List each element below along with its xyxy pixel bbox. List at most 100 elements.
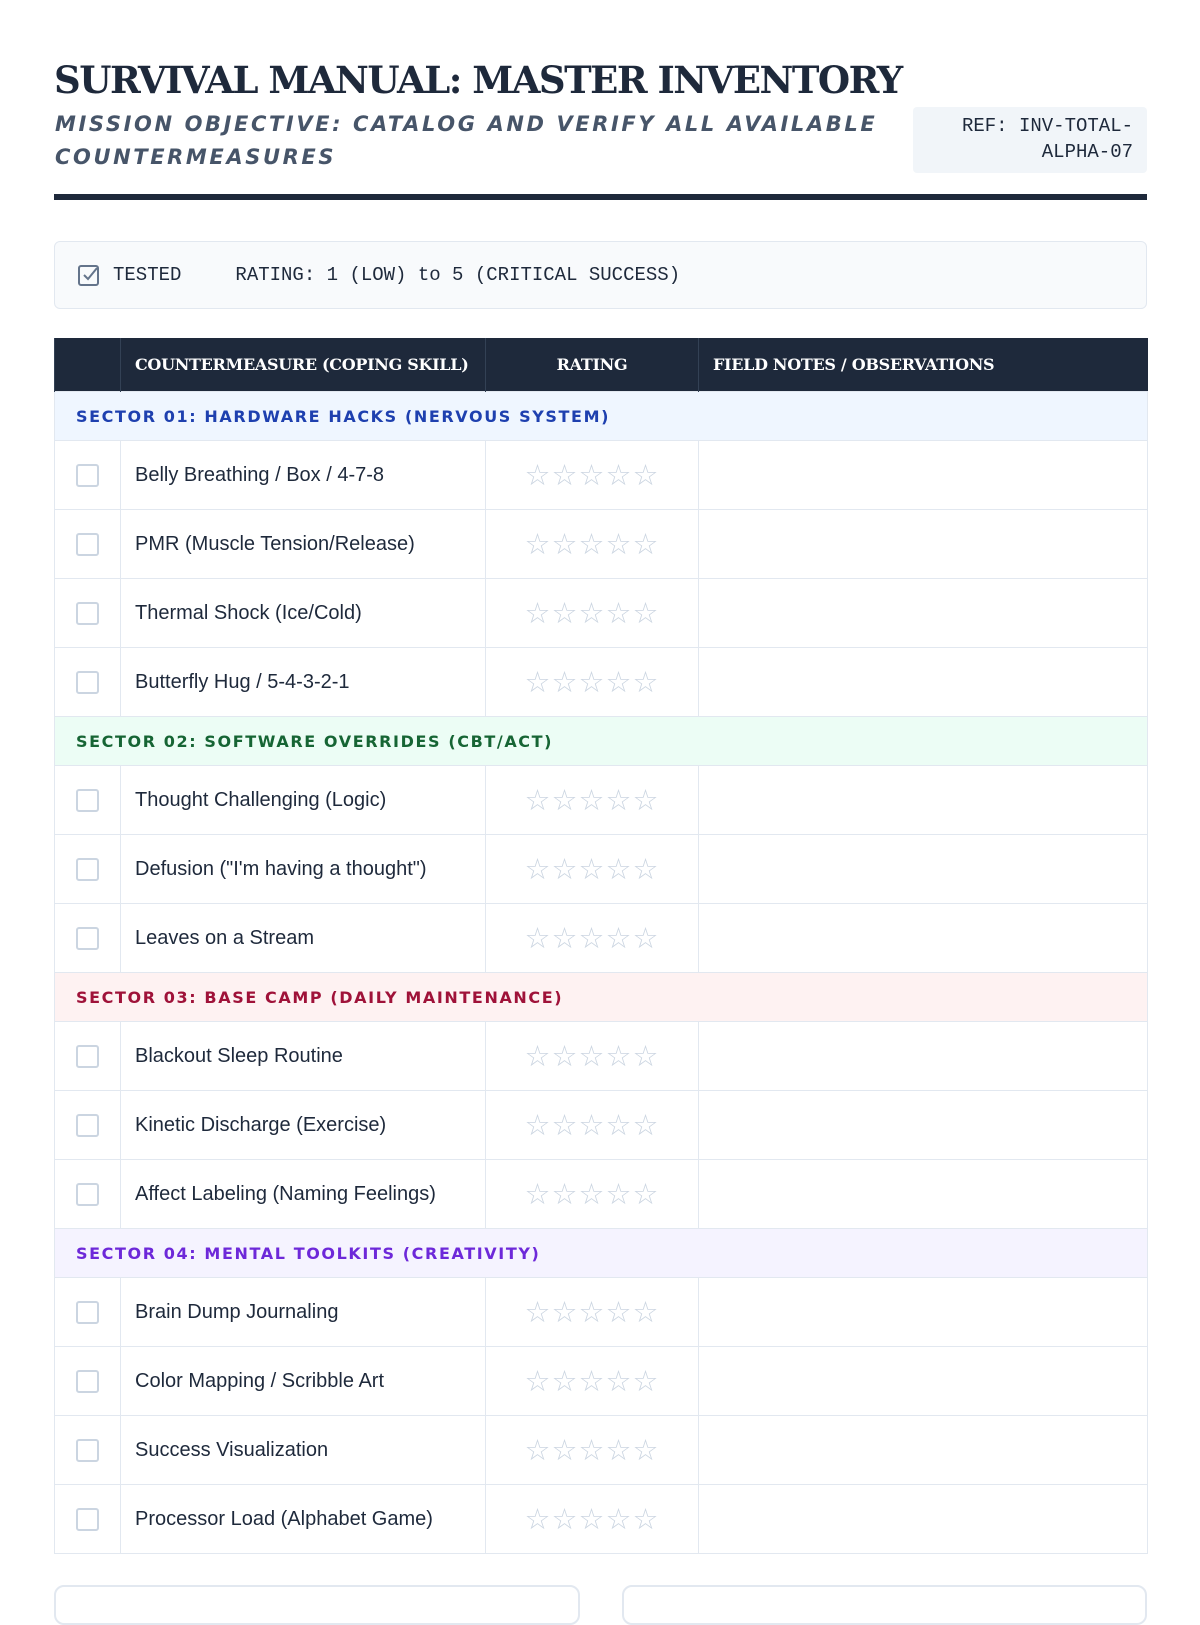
star-icon[interactable]: ☆	[605, 1177, 633, 1211]
star-icon[interactable]: ☆	[605, 1433, 633, 1467]
star-icon[interactable]: ☆	[578, 1433, 606, 1467]
star-icon[interactable]: ☆	[524, 1502, 552, 1536]
rating-stars[interactable]: ☆☆☆☆☆	[485, 1090, 699, 1160]
tested-checkbox[interactable]	[76, 601, 99, 625]
star-icon[interactable]: ☆	[524, 458, 552, 492]
star-icon[interactable]: ☆	[605, 1364, 633, 1398]
star-icon[interactable]: ☆	[524, 665, 552, 699]
star-icon[interactable]: ☆	[605, 1039, 633, 1073]
field-notes-cell[interactable]	[698, 440, 1148, 510]
star-icon[interactable]: ☆	[632, 527, 660, 561]
field-notes-cell[interactable]	[698, 1415, 1148, 1485]
star-icon[interactable]: ☆	[578, 921, 606, 955]
star-icon[interactable]: ☆	[578, 665, 606, 699]
star-icon[interactable]: ☆	[632, 1177, 660, 1211]
star-icon[interactable]: ☆	[578, 1364, 606, 1398]
rating-stars[interactable]: ☆☆☆☆☆	[485, 765, 699, 835]
field-notes-cell[interactable]	[698, 834, 1148, 904]
star-icon[interactable]: ☆	[632, 783, 660, 817]
star-icon[interactable]: ☆	[551, 1364, 579, 1398]
star-icon[interactable]: ☆	[578, 852, 606, 886]
star-icon[interactable]: ☆	[578, 1502, 606, 1536]
star-icon[interactable]: ☆	[524, 1177, 552, 1211]
tested-checkbox[interactable]	[76, 1369, 99, 1393]
rating-stars[interactable]: ☆☆☆☆☆	[485, 1415, 699, 1485]
star-icon[interactable]: ☆	[524, 783, 552, 817]
star-icon[interactable]: ☆	[551, 1433, 579, 1467]
tested-checkbox[interactable]	[76, 1438, 99, 1462]
star-icon[interactable]: ☆	[632, 921, 660, 955]
field-notes-cell[interactable]	[698, 647, 1148, 717]
star-icon[interactable]: ☆	[524, 1364, 552, 1398]
star-icon[interactable]: ☆	[632, 852, 660, 886]
rating-stars[interactable]: ☆☆☆☆☆	[485, 1484, 699, 1554]
field-notes-cell[interactable]	[698, 765, 1148, 835]
tested-checkbox[interactable]	[76, 926, 99, 950]
star-icon[interactable]: ☆	[578, 783, 606, 817]
rating-stars[interactable]: ☆☆☆☆☆	[485, 903, 699, 973]
star-icon[interactable]: ☆	[551, 1177, 579, 1211]
field-notes-cell[interactable]	[698, 1159, 1148, 1229]
star-icon[interactable]: ☆	[632, 1502, 660, 1536]
star-icon[interactable]: ☆	[632, 665, 660, 699]
star-icon[interactable]: ☆	[551, 1039, 579, 1073]
star-icon[interactable]: ☆	[632, 458, 660, 492]
tested-checkbox[interactable]	[76, 1507, 99, 1531]
rating-stars[interactable]: ☆☆☆☆☆	[485, 440, 699, 510]
rating-stars[interactable]: ☆☆☆☆☆	[485, 509, 699, 579]
rating-stars[interactable]: ☆☆☆☆☆	[485, 1346, 699, 1416]
rating-stars[interactable]: ☆☆☆☆☆	[485, 834, 699, 904]
star-icon[interactable]: ☆	[578, 1177, 606, 1211]
star-icon[interactable]: ☆	[524, 1433, 552, 1467]
star-icon[interactable]: ☆	[632, 1364, 660, 1398]
rating-stars[interactable]: ☆☆☆☆☆	[485, 578, 699, 648]
field-notes-cell[interactable]	[698, 1090, 1148, 1160]
star-icon[interactable]: ☆	[632, 1108, 660, 1142]
star-icon[interactable]: ☆	[632, 1039, 660, 1073]
rating-stars[interactable]: ☆☆☆☆☆	[485, 647, 699, 717]
tested-checkbox[interactable]	[76, 1182, 99, 1206]
star-icon[interactable]: ☆	[605, 783, 633, 817]
star-icon[interactable]: ☆	[551, 1295, 579, 1329]
star-icon[interactable]: ☆	[551, 852, 579, 886]
star-icon[interactable]: ☆	[605, 852, 633, 886]
star-icon[interactable]: ☆	[632, 1295, 660, 1329]
tested-checkbox[interactable]	[76, 1113, 99, 1137]
tested-checkbox[interactable]	[76, 670, 99, 694]
star-icon[interactable]: ☆	[605, 527, 633, 561]
star-icon[interactable]: ☆	[578, 1108, 606, 1142]
tested-checkbox[interactable]	[76, 857, 99, 881]
rating-stars[interactable]: ☆☆☆☆☆	[485, 1021, 699, 1091]
star-icon[interactable]: ☆	[605, 1108, 633, 1142]
star-icon[interactable]: ☆	[551, 458, 579, 492]
star-icon[interactable]: ☆	[551, 1108, 579, 1142]
star-icon[interactable]: ☆	[578, 1039, 606, 1073]
tested-checkbox[interactable]	[76, 532, 99, 556]
star-icon[interactable]: ☆	[524, 1108, 552, 1142]
star-icon[interactable]: ☆	[578, 596, 606, 630]
star-icon[interactable]: ☆	[578, 458, 606, 492]
tested-checkbox[interactable]	[76, 788, 99, 812]
star-icon[interactable]: ☆	[551, 527, 579, 561]
star-icon[interactable]: ☆	[551, 1502, 579, 1536]
star-icon[interactable]: ☆	[605, 596, 633, 630]
field-notes-cell[interactable]	[698, 1484, 1148, 1554]
star-icon[interactable]: ☆	[605, 1295, 633, 1329]
star-icon[interactable]: ☆	[551, 921, 579, 955]
star-icon[interactable]: ☆	[605, 1502, 633, 1536]
rating-stars[interactable]: ☆☆☆☆☆	[485, 1159, 699, 1229]
star-icon[interactable]: ☆	[605, 921, 633, 955]
field-notes-cell[interactable]	[698, 1021, 1148, 1091]
tested-checkbox[interactable]	[76, 1044, 99, 1068]
field-notes-cell[interactable]	[698, 1277, 1148, 1347]
star-icon[interactable]: ☆	[605, 458, 633, 492]
tested-checkbox[interactable]	[76, 1300, 99, 1324]
field-notes-cell[interactable]	[698, 903, 1148, 973]
star-icon[interactable]: ☆	[551, 665, 579, 699]
star-icon[interactable]: ☆	[551, 783, 579, 817]
field-notes-cell[interactable]	[698, 578, 1148, 648]
star-icon[interactable]: ☆	[578, 1295, 606, 1329]
rating-stars[interactable]: ☆☆☆☆☆	[485, 1277, 699, 1347]
star-icon[interactable]: ☆	[524, 1039, 552, 1073]
field-notes-cell[interactable]	[698, 509, 1148, 579]
